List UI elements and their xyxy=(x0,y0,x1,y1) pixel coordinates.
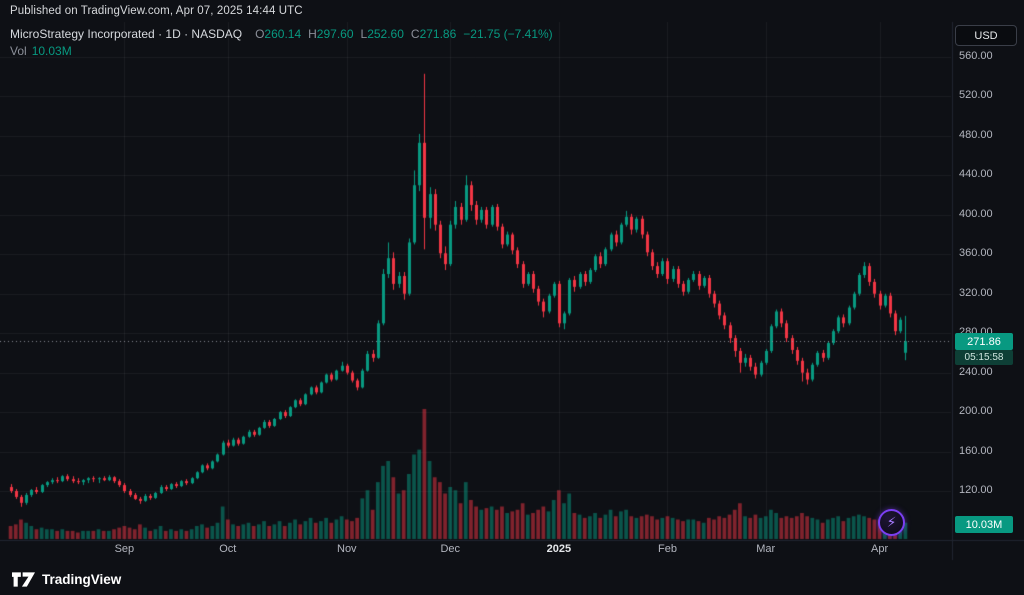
price-tick-label: 120.00 xyxy=(959,484,993,496)
lightning-icon: ⚡ xyxy=(886,513,897,530)
price-tick-label: 520.00 xyxy=(959,89,993,102)
change-value: −21.75 (−7.41%) xyxy=(463,27,553,41)
published-bar: Published on TradingView.com, Apr 07, 20… xyxy=(0,0,1024,22)
close-value: 271.86 xyxy=(419,27,457,41)
price-tick-label: 400.00 xyxy=(959,207,993,220)
time-tick-label: Dec xyxy=(440,543,461,555)
volume-label: Vol xyxy=(10,44,27,58)
price-tick-label: 200.00 xyxy=(959,405,993,418)
price-tick-label: 240.00 xyxy=(959,365,993,378)
countdown-badge: 05:15:58 xyxy=(955,350,1013,366)
price-tick-label: 440.00 xyxy=(959,168,993,181)
time-tick-label: Oct xyxy=(219,543,237,555)
low-label: L xyxy=(360,27,368,41)
time-scale[interactable]: Sep Oct Nov Dec 2025 Feb Mar Apr xyxy=(0,543,952,559)
time-tick-label: Nov xyxy=(337,543,357,555)
open-value: 260.14 xyxy=(264,27,302,41)
price-tick-label: 360.00 xyxy=(959,247,993,260)
close-label: C xyxy=(410,27,420,41)
symbol-legend: MicroStrategy Incorporated · 1D · NASDAQ… xyxy=(10,26,553,43)
volume-badge: 10.03M xyxy=(955,516,1013,533)
symbol-title: MicroStrategy Incorporated · 1D · NASDAQ xyxy=(10,27,243,41)
time-tick-label: 2025 xyxy=(546,543,572,555)
time-tick-label: Mar xyxy=(756,543,776,555)
time-tick-label: Feb xyxy=(657,543,677,555)
last-price-badge: 271.86 xyxy=(955,333,1013,351)
price-tick-label: 480.00 xyxy=(959,128,993,141)
high-label: H xyxy=(308,27,317,41)
volume-legend: Vol 10.03M xyxy=(10,44,72,58)
open-label: O xyxy=(255,27,265,41)
tradingview-logo-text: TradingView xyxy=(42,571,122,587)
time-tick-label: Sep xyxy=(114,543,135,555)
tradingview-logo[interactable]: TradingView xyxy=(12,569,121,589)
price-scale[interactable]: 560.00 520.00 480.00 440.00 400.00 360.00 320.… xyxy=(953,0,1024,595)
published-text: Published on TradingView.com, Apr 07, 20… xyxy=(10,5,303,17)
flash-sticker[interactable]: ⚡ xyxy=(878,509,905,536)
price-tick-label: 560.00 xyxy=(959,50,993,62)
tradingview-logo-icon xyxy=(12,571,35,587)
price-tick-label: 320.00 xyxy=(959,286,993,299)
currency-button[interactable]: USD xyxy=(955,25,1017,46)
low-value: 252.60 xyxy=(367,27,404,41)
price-tick-label: 160.00 xyxy=(959,444,993,457)
ohlc-values: O260.14 H297.60 L252.60 C271.86 −21.75 (−7.4… xyxy=(248,27,553,41)
high-value: 297.60 xyxy=(316,27,354,41)
time-tick-label: Apr xyxy=(870,543,889,555)
volume-value: 10.03M xyxy=(31,44,72,58)
